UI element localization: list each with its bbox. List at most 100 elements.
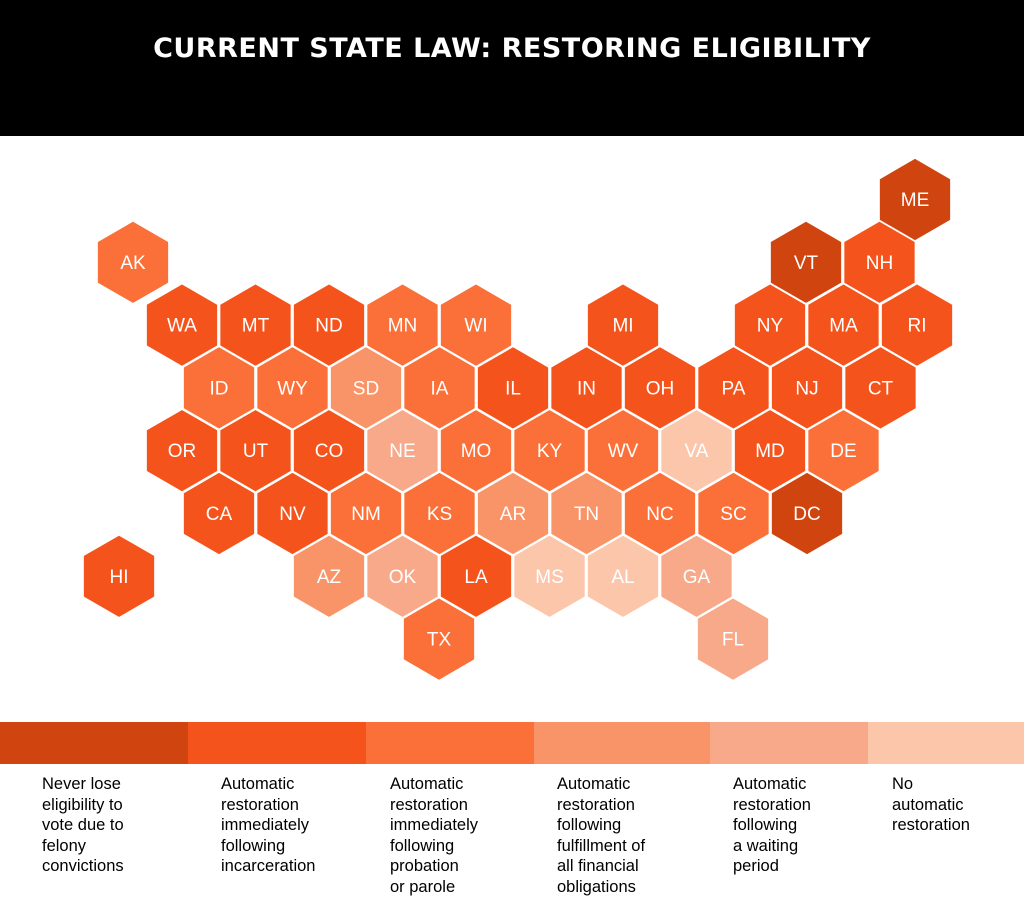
- state-label: LA: [464, 567, 488, 588]
- state-label: MD: [755, 441, 785, 462]
- state-label: GA: [683, 567, 711, 588]
- state-hex-va: VA: [659, 408, 734, 494]
- state-hex-la: LA: [439, 533, 513, 619]
- state-label: WI: [464, 316, 487, 337]
- state-hex-or: OR: [145, 408, 219, 494]
- legend-label-line: restoration: [221, 795, 299, 814]
- state-label: OR: [168, 441, 197, 462]
- legend-label-line: following: [557, 816, 622, 834]
- state-hex-mn: MN: [365, 282, 440, 368]
- legend-swatch-c3: [534, 722, 710, 764]
- state-hex-dc: DC: [770, 471, 844, 556]
- state-label: CO: [315, 441, 344, 462]
- state-hex-de: DE: [806, 408, 881, 494]
- state-hex-shape: [733, 408, 807, 494]
- state-label: MT: [242, 316, 270, 337]
- state-hex-nj: NJ: [770, 345, 844, 431]
- state-hex-shape: [696, 471, 771, 556]
- legend-label-c1: Automatic restoration immediately following…: [221, 774, 315, 877]
- state-label: IL: [505, 378, 521, 399]
- state-hex-ak: AK: [96, 219, 170, 305]
- state-hex-fl: FL: [696, 596, 770, 682]
- legend-label-line: vote due to: [42, 816, 124, 834]
- state-label: WA: [167, 316, 197, 337]
- legend-label-c5: No automatic restoration: [892, 774, 970, 836]
- state-hex-hi: HI: [82, 533, 156, 619]
- state-label: OK: [389, 567, 417, 588]
- state-hex-pa: PA: [696, 345, 771, 431]
- state-label: FL: [722, 630, 744, 651]
- state-hex-ct: CT: [843, 345, 918, 431]
- legend-label-line: following: [733, 816, 798, 834]
- legend-label-line: immediately: [390, 816, 479, 834]
- legend-label-line: No: [892, 775, 914, 793]
- state-hex-shape: [182, 471, 256, 556]
- state-label: CT: [868, 378, 894, 399]
- legend-label-c4: Automatic restoration following a waiting pe…: [733, 774, 811, 877]
- state-label: IN: [577, 378, 596, 399]
- state-hex-shape: [439, 533, 513, 619]
- state-label: PA: [722, 378, 746, 399]
- state-hex-nm: NM: [329, 471, 403, 556]
- state-label: ND: [315, 316, 342, 337]
- state-hex-shape: [512, 408, 587, 494]
- legend-swatch-c4: [710, 722, 868, 764]
- state-hex-shape: [806, 408, 881, 494]
- state-hex-sc: SC: [696, 471, 771, 556]
- state-label: CA: [206, 504, 233, 525]
- state-hex-vt: VT: [769, 219, 843, 305]
- legend-label-line: all financial: [557, 857, 639, 875]
- state-hex-ms: MS: [512, 533, 587, 619]
- state-label: DC: [793, 504, 820, 525]
- legend-swatch-c5: [868, 722, 1024, 764]
- legend-label-line: automatic: [892, 795, 964, 814]
- state-hex-ny: NY: [733, 282, 807, 368]
- state-hex-nc: NC: [623, 471, 697, 556]
- page-title: CURRENT STATE LAW: RESTORING ELIGIBILITY: [153, 32, 871, 64]
- state-label: MN: [388, 316, 418, 337]
- state-hex-ca: CA: [182, 471, 256, 556]
- state-hex-ut: UT: [218, 408, 293, 494]
- legend-label-line: felony: [42, 836, 87, 855]
- state-hex-md: MD: [733, 408, 807, 494]
- state-label: AK: [120, 253, 146, 274]
- legend-swatch-c1: [188, 722, 366, 764]
- legend-label-c3: Automatic restoration following fulfillment…: [557, 774, 645, 897]
- state-label: UT: [243, 441, 269, 462]
- state-label: MS: [535, 567, 564, 588]
- state-hex-shape: [218, 408, 293, 494]
- state-label: VA: [685, 441, 709, 462]
- state-hex-shape: [659, 408, 734, 494]
- state-hex-ky: KY: [512, 408, 587, 494]
- legend: Never lose eligibility to vote due to felon…: [0, 774, 1024, 914]
- state-hex-shape: [586, 408, 660, 494]
- legend-label-c0: Never lose eligibility to vote due to felon…: [42, 774, 124, 877]
- state-label: NJ: [795, 378, 818, 399]
- state-hex-ok: OK: [365, 533, 440, 619]
- state-hex-shape: [365, 408, 440, 494]
- state-hex-al: AL: [586, 533, 660, 619]
- state-hex-shape: [439, 408, 513, 494]
- state-label: VT: [794, 253, 819, 274]
- state-label: AR: [500, 504, 526, 525]
- state-hex-wv: WV: [586, 408, 660, 494]
- legend-label-c2: Automatic restoration immediately following…: [390, 774, 478, 897]
- state-hex-wi: WI: [439, 282, 513, 368]
- legend-label-line: immediately: [221, 816, 310, 834]
- hex-map: ME AK VT NH WA MT ND MN WI MI NY MA RI ID WY SD IA IL IN OH…: [82, 157, 954, 682]
- state-hex-tx: TX: [402, 596, 476, 682]
- legend-swatch-c2: [366, 722, 534, 764]
- state-label: KS: [427, 504, 452, 525]
- state-label: NV: [279, 504, 306, 525]
- state-hex-il: IL: [476, 345, 550, 431]
- state-label: NC: [646, 504, 673, 525]
- state-label: WV: [608, 441, 639, 462]
- state-label: RI: [908, 316, 927, 337]
- state-hex-shape: [843, 345, 918, 431]
- state-hex-shape: [402, 596, 476, 682]
- legend-label-line: eligibility to: [42, 795, 123, 814]
- legend-label-line: fulfillment of: [557, 836, 646, 855]
- state-hex-mt: MT: [218, 282, 293, 368]
- state-hex-mi: MI: [586, 282, 660, 368]
- title-bar: CURRENT STATE LAW: RESTORING ELIGIBILITY: [0, 0, 1024, 136]
